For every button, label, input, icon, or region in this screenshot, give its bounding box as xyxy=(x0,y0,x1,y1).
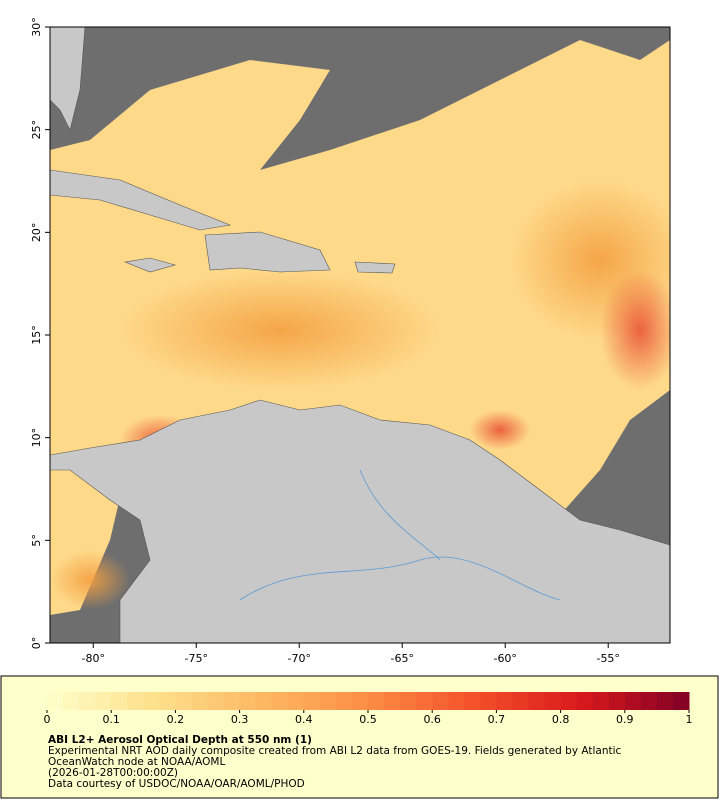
rivers xyxy=(239,469,561,601)
colorbar-cell xyxy=(544,692,562,710)
aerosol-high xyxy=(50,550,130,610)
y-tick-label: 30° xyxy=(30,17,43,37)
colorbar-cell xyxy=(223,692,241,710)
y-tick-label: 10° xyxy=(30,428,43,448)
x-tick-label: -80° xyxy=(82,652,105,665)
colorbar-cell xyxy=(79,692,96,710)
y-tick-label: 5° xyxy=(30,534,43,547)
colorbar-tick-label: 1 xyxy=(686,713,693,726)
y-tick-label: 0° xyxy=(30,637,43,650)
colorbar-cell xyxy=(47,692,64,710)
colorbar-tick-label: 0.8 xyxy=(552,713,570,726)
colorbar-cell xyxy=(560,692,578,710)
colorbar-cell xyxy=(319,692,337,710)
colorbar-cell xyxy=(95,692,112,710)
colorbar-cell xyxy=(191,692,208,710)
colorbar-cell xyxy=(239,692,257,710)
colorbar-cell xyxy=(400,692,417,710)
aerosol-high xyxy=(470,410,530,450)
colorbar-cell xyxy=(480,692,497,710)
caption-line: Data courtesy of USDOC/NOAA/OAR/AOML/PHO… xyxy=(48,778,305,790)
aerosol-high xyxy=(600,270,670,390)
colorbar-cell xyxy=(271,692,289,710)
x-tick-label: -65° xyxy=(390,652,413,665)
colorbar-cell xyxy=(656,692,674,710)
colorbar-tick-label: 0.5 xyxy=(359,713,377,726)
x-tick-label: -55° xyxy=(596,652,619,665)
colorbar-cell xyxy=(416,692,433,710)
colorbar-cell xyxy=(368,692,385,710)
land xyxy=(50,27,670,643)
caption-line: Experimental NRT AOD daily composite cre… xyxy=(48,745,622,757)
colorbar-cell xyxy=(448,692,465,710)
y-tick-label: 20° xyxy=(30,223,43,243)
y-tick-label: 15° xyxy=(30,325,43,345)
caption-line: (2026-01-28T00:00:00Z) xyxy=(48,767,178,779)
colorbar-cell xyxy=(496,692,513,710)
colorbar-tick-label: 0 xyxy=(44,713,51,726)
colorbar-tick-label: 0.3 xyxy=(231,713,249,726)
colorbar-cell xyxy=(175,692,192,710)
colorbar-cell xyxy=(608,692,626,710)
map-area xyxy=(50,27,670,643)
colorbar-cell xyxy=(111,692,128,710)
colorbar-cell xyxy=(624,692,642,710)
colorbar-cell xyxy=(384,692,401,710)
colorbar-cell xyxy=(303,692,321,710)
caption-line: OceanWatch node at NOAA/AOML xyxy=(48,756,225,768)
aerosol-mid xyxy=(120,270,440,390)
colorbar-cell xyxy=(127,692,144,710)
colorbar-tick-label: 0.4 xyxy=(295,713,313,726)
colorbar-cell xyxy=(672,692,690,710)
colorbar-cell xyxy=(592,692,610,710)
colorbar-cell xyxy=(528,692,546,710)
colorbar-cell xyxy=(255,692,273,710)
colorbar-tick-label: 0.1 xyxy=(102,713,120,726)
colorbar-cell xyxy=(464,692,481,710)
colorbar-cell xyxy=(351,692,369,710)
colorbar-cell xyxy=(287,692,305,710)
colorbar-cell xyxy=(432,692,449,710)
colorbar-cell xyxy=(159,692,176,710)
x-tick-label: -75° xyxy=(185,652,208,665)
colorbar-cell xyxy=(63,692,80,710)
y-tick-label: 25° xyxy=(30,120,43,140)
colorbar-cell xyxy=(143,692,160,710)
colorbar-tick-label: 0.2 xyxy=(167,713,185,726)
caption-title: ABI L2+ Aerosol Optical Depth at 550 nm … xyxy=(48,734,312,746)
colorbar-cell xyxy=(335,692,353,710)
x-tick-label: -60° xyxy=(493,652,516,665)
colorbar-cell xyxy=(576,692,594,710)
x-tick-label: -70° xyxy=(288,652,311,665)
colorbar-tick-label: 0.7 xyxy=(488,713,506,726)
colorbar-cell xyxy=(640,692,658,710)
colorbar-cell xyxy=(207,692,225,710)
colorbar-tick-label: 0.9 xyxy=(616,713,634,726)
colorbar-cell xyxy=(512,692,529,710)
colorbar-tick-label: 0.6 xyxy=(423,713,441,726)
